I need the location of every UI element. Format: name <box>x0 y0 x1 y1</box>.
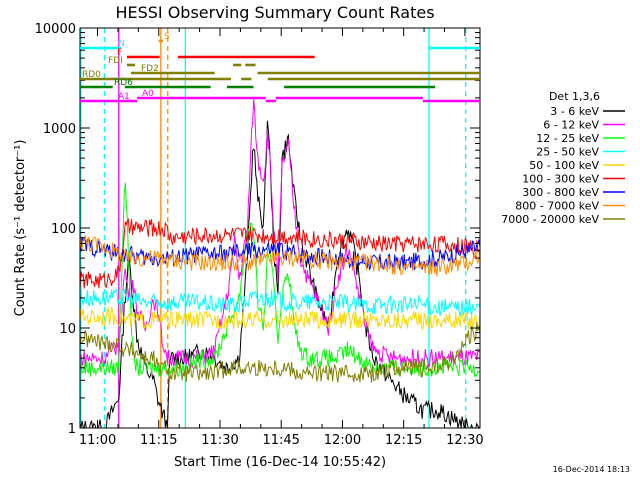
legend-entry-label: 800 - 7000 keV <box>515 200 599 213</box>
flag-label-rd6: RD6 <box>114 78 133 88</box>
flag-label-fdi: FDI <box>108 56 123 66</box>
x-axis-label: Start Time (16-Dec-14 10:55:42) <box>174 455 386 470</box>
x-tick-label: 12:30 <box>446 433 483 448</box>
y-tick-label: 100 <box>51 222 76 237</box>
series-line-3-6keV <box>79 120 481 429</box>
legend-entry-label: 3 - 6 keV <box>550 105 599 118</box>
y-tick-label: 1000 <box>43 122 76 137</box>
series-line-6-12keV <box>79 99 481 368</box>
y-tick-label: 1 <box>68 422 76 437</box>
legend-entry-label: 7000 - 20000 keV <box>501 213 599 226</box>
y-axis: 1 10 100 1000 10000 <box>35 22 480 437</box>
legend-entry-label: 100 - 300 keV <box>522 173 599 186</box>
y-axis-label: Count Rate (s⁻¹ detector⁻¹) <box>13 140 28 317</box>
series-line-7000-20000keV <box>79 322 481 383</box>
flag-label-fd2: FD2 <box>141 64 159 74</box>
x-tick-label: 12:00 <box>324 433 361 448</box>
flag-label-a0: A0 <box>142 89 154 99</box>
footer-date: 16-Dec-2014 18:13 <box>552 465 630 474</box>
plot-area <box>79 28 481 429</box>
series-line-800-7000keV <box>79 235 481 277</box>
series-line-50-100keV <box>79 305 481 331</box>
flag-label-s: S <box>164 32 170 42</box>
x-tick-label: 11:45 <box>262 433 299 448</box>
legend-entry-label: 50 - 100 keV <box>529 159 599 172</box>
legend-entry-label: 6 - 12 keV <box>543 119 599 132</box>
x-tick-label: 12:15 <box>385 433 422 448</box>
y-tick-label: 10 <box>59 322 76 337</box>
legend-entry-label: 12 - 25 keV <box>536 132 599 145</box>
legend-entry-label: 300 - 800 keV <box>522 186 599 199</box>
series-line-300-800keV <box>79 235 481 272</box>
x-axis: 11:00 11:15 11:30 11:45 12:00 12:15 12:30 <box>79 28 484 448</box>
legend-title: Det 1,3,6 <box>549 90 600 103</box>
flag-label-f: F <box>117 48 122 58</box>
chart-title: HESSI Observing Summary Count Rates <box>115 3 434 22</box>
y-tick-label: 10000 <box>35 22 76 37</box>
flag-label-rd0: RD0 <box>82 70 101 80</box>
flag-label-n: N <box>118 39 125 49</box>
series-line-100-300keV <box>79 218 481 289</box>
x-tick-label: 11:15 <box>140 433 177 448</box>
x-tick-label: 11:00 <box>79 433 116 448</box>
legend-entry-label: 25 - 50 keV <box>536 146 599 159</box>
series-line-25-50keV <box>79 288 481 317</box>
flag-label-a1: A1 <box>118 92 130 102</box>
x-tick-label: 11:30 <box>201 433 238 448</box>
